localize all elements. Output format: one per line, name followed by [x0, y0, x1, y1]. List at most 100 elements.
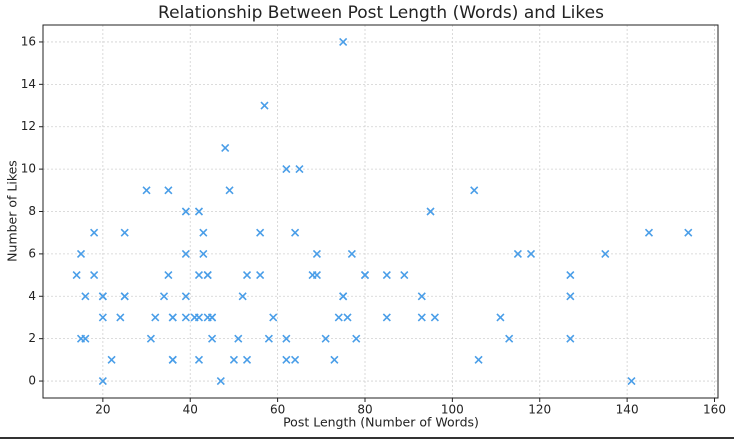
y-tick-label: 4	[28, 289, 36, 303]
point	[360, 271, 370, 280]
point	[203, 271, 212, 280]
point	[470, 186, 479, 195]
point	[107, 355, 116, 364]
point	[181, 292, 190, 301]
point	[295, 165, 304, 174]
point	[194, 271, 204, 280]
point	[347, 249, 356, 258]
point	[90, 271, 99, 280]
point	[260, 101, 269, 110]
point	[151, 313, 160, 322]
point	[164, 186, 173, 195]
point	[234, 334, 243, 343]
point	[334, 313, 343, 322]
x-tick-label: 20	[95, 403, 110, 417]
point	[199, 228, 208, 237]
x-tick-label: 80	[357, 403, 372, 417]
point	[400, 271, 409, 280]
y-tick-label: 0	[28, 374, 36, 388]
point	[513, 249, 522, 258]
point	[229, 355, 238, 364]
point	[181, 313, 190, 322]
y-tick-label: 10	[21, 162, 36, 176]
point	[181, 207, 190, 216]
x-tick-label: 120	[528, 403, 551, 417]
point	[208, 313, 217, 322]
point	[181, 249, 190, 258]
point	[81, 334, 90, 343]
point	[208, 334, 217, 343]
point	[116, 313, 125, 322]
y-tick-label: 2	[28, 331, 36, 345]
point	[312, 249, 321, 258]
point	[120, 228, 129, 237]
point	[146, 334, 155, 343]
point	[98, 313, 107, 322]
y-tick-label: 12	[21, 119, 36, 133]
point	[256, 271, 265, 280]
point	[282, 355, 291, 364]
point	[168, 313, 177, 322]
point	[282, 334, 291, 343]
point	[282, 165, 291, 174]
point	[343, 313, 352, 322]
point	[566, 334, 575, 343]
point	[120, 292, 129, 301]
point	[269, 313, 278, 322]
point	[496, 313, 505, 322]
x-tick-label: 100	[441, 403, 464, 417]
x-axis-label: Post Length (Number of Words)	[283, 415, 479, 430]
point	[142, 186, 151, 195]
point	[194, 207, 204, 216]
point	[72, 271, 81, 280]
point	[644, 228, 654, 237]
point	[566, 271, 575, 280]
point	[330, 355, 339, 364]
point	[76, 249, 86, 258]
point	[417, 313, 426, 322]
point	[168, 355, 177, 364]
point	[256, 228, 265, 237]
point	[81, 292, 90, 301]
point	[216, 376, 225, 386]
point	[339, 37, 348, 47]
point	[159, 292, 169, 301]
point	[430, 313, 439, 322]
point	[382, 271, 391, 280]
point	[98, 376, 107, 386]
point	[264, 334, 273, 343]
point	[505, 334, 514, 343]
point	[352, 334, 361, 343]
point	[242, 355, 252, 364]
x-tick-label: 40	[183, 403, 198, 417]
point	[194, 313, 204, 322]
y-tick-label: 6	[28, 246, 36, 260]
point	[526, 249, 536, 258]
plot-frame	[42, 24, 719, 399]
point	[291, 228, 300, 237]
point	[684, 228, 693, 237]
point	[601, 249, 610, 258]
point	[627, 376, 636, 386]
point	[382, 313, 391, 322]
point	[321, 334, 330, 343]
y-tick-label: 16	[21, 34, 36, 48]
point	[339, 292, 348, 301]
point	[238, 292, 247, 301]
point	[199, 249, 208, 258]
point	[417, 292, 426, 301]
point	[474, 355, 483, 364]
x-tick-label: 60	[270, 403, 285, 417]
chart-title: Relationship Between Post Length (Words)…	[158, 3, 604, 23]
x-tick-label: 140	[616, 403, 639, 417]
point	[291, 355, 300, 364]
point	[426, 207, 435, 216]
point	[312, 271, 321, 280]
point	[242, 271, 252, 280]
x-tick-label: 160	[703, 403, 726, 417]
point	[90, 228, 99, 237]
point	[98, 292, 107, 301]
point	[164, 271, 173, 280]
y-tick-label: 14	[21, 77, 36, 91]
